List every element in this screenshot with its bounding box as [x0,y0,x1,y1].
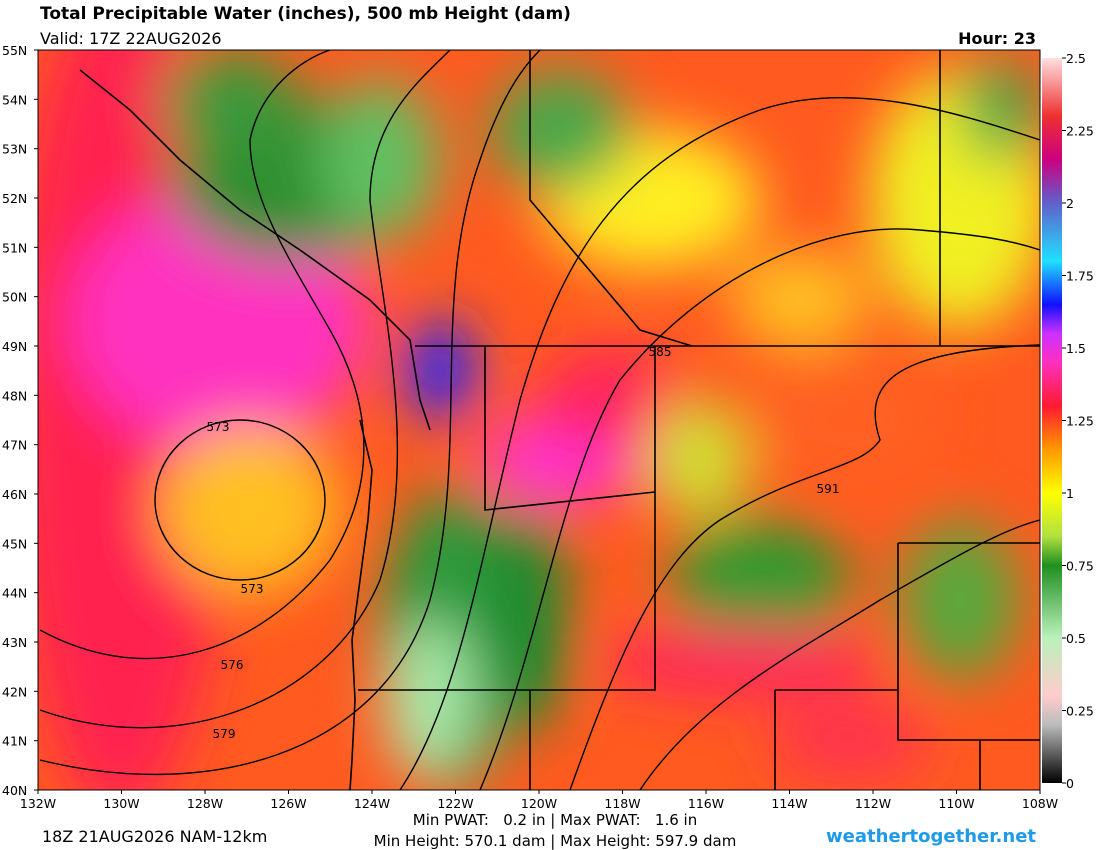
lat-label: 46N [2,487,27,502]
lon-label: 114W [771,796,807,811]
contour-label: 576 [221,658,244,672]
lon-label: 118W [604,796,640,811]
lon-label: 122W [437,796,473,811]
boundaries [79,50,1040,790]
contour-label: 585 [649,345,672,359]
height-range: Min Height: 570.1 dam | Max Height: 597.… [374,832,737,850]
lat-label: 45N [2,536,27,551]
lon-label: 108W [1022,796,1058,811]
colorbar-tick-label: 2.25 [1066,124,1094,139]
source: weathertogether.net [826,826,1036,847]
colorbar-tick-label: 1.25 [1066,414,1094,429]
lon-label: 116W [688,796,724,811]
contour-label: 573 [207,420,230,434]
lat-label: 55N [2,43,27,58]
model-run: 18Z 21AUG2026 NAM-12km [42,827,267,846]
lon-label: 112W [855,796,891,811]
title: Total Precipitable Water (inches), 500 m… [40,4,571,24]
lat-label: 47N [2,438,27,453]
lat-label: 51N [2,240,27,255]
lat-label: 49N [2,339,27,354]
lon-label: 110W [938,796,974,811]
height-contours [39,50,1040,790]
colorbar-tick-label: 1.5 [1066,341,1086,356]
lon-label: 130W [103,796,139,811]
valid-time: Valid: 17Z 22AUG2026 [40,29,222,48]
colorbar-tick-label: 0.5 [1066,631,1086,646]
colorbar [1042,58,1062,783]
colorbar-tick-label: 2.5 [1066,51,1086,66]
contour-label: 579 [213,727,236,741]
lat-label: 54N [2,92,27,107]
lat-label: 53N [2,142,27,157]
colorbar-tick-label: 1.75 [1066,269,1094,284]
lat-label: 40N [2,783,27,798]
colorbar-tick-label: 2 [1066,196,1074,211]
forecast-hour: Hour: 23 [958,29,1036,48]
lon-label: 128W [187,796,223,811]
pwat-field [38,50,1040,790]
lat-label: 42N [2,684,27,699]
lat-label: 50N [2,290,27,305]
colorbar-tick-label: 1 [1066,486,1074,501]
contour-label: 591 [817,482,840,496]
lat-label: 44N [2,586,27,601]
lon-label: 124W [354,796,390,811]
colorbar-tick-label: 0.75 [1066,559,1094,574]
colorbar-tick-label: 0.25 [1066,704,1094,719]
lat-label: 48N [2,388,27,403]
pwat-range: Min PWAT: 0.2 in | Max PWAT: 1.6 in [413,811,697,829]
lat-label: 52N [2,191,27,206]
colorbar-tick-label: 0 [1066,776,1074,791]
contour-label: 573 [241,582,264,596]
lat-label: 43N [2,635,27,650]
lon-label: 132W [20,796,56,811]
lat-label: 41N [2,734,27,749]
lon-label: 120W [521,796,557,811]
lon-label: 126W [270,796,306,811]
